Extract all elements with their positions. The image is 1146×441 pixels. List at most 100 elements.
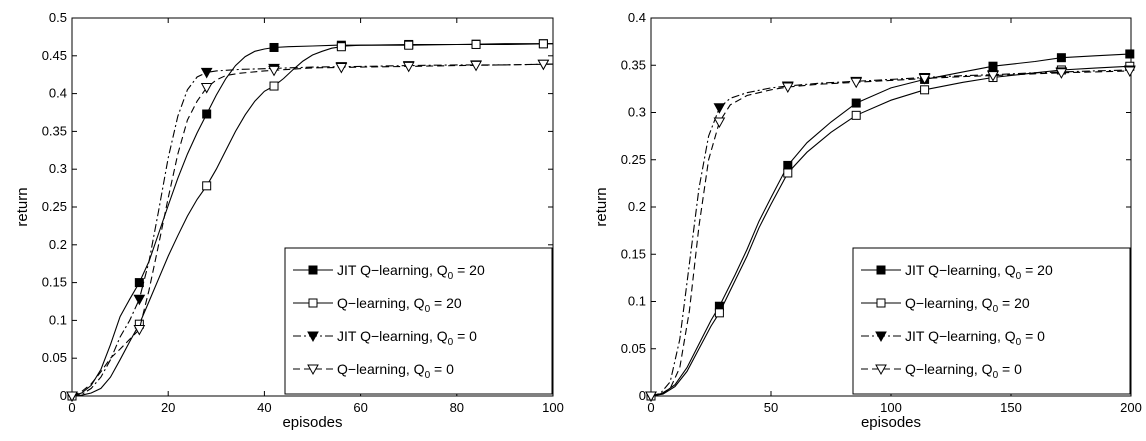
series-marker (783, 160, 793, 170)
y-tick-label: 0.15 (621, 246, 646, 261)
y-tick-label: 0 (639, 388, 646, 403)
y-tick-label: 0.1 (628, 294, 646, 309)
series-line (71, 63, 554, 397)
legend-box (852, 247, 1131, 395)
legend-label: JIT Q−learning, Q0 = 0 (905, 328, 1045, 348)
y-tick-label: 0.3 (49, 161, 67, 176)
legend-label: JIT Q−learning, Q0 = 0 (337, 328, 477, 348)
x-axis-label: episodes (282, 414, 342, 431)
legend-label: Q−learning, Q0 = 20 (905, 295, 1030, 315)
series-marker (988, 61, 998, 71)
series-marker (470, 60, 482, 72)
series-marker (918, 73, 931, 85)
legend-label: Q−learning, Q0 = 20 (337, 295, 462, 315)
y-axis-label: return (593, 187, 610, 226)
x-tick-label: 0 (68, 400, 75, 415)
series-line (650, 69, 1132, 397)
series-marker (202, 181, 212, 191)
series-marker (404, 40, 414, 50)
x-tick-label: 60 (353, 400, 367, 415)
legend-marker (307, 331, 319, 343)
series-marker (66, 391, 78, 403)
x-axis-label: episodes (861, 414, 921, 431)
series-marker (1123, 66, 1136, 77)
y-tick-label: 0.25 (621, 152, 646, 167)
chart-left: 0 20 40 60 80 100 0 0.05 0.1 0.15 0.2 0.25 0.3 0.35 0.… (14, 10, 564, 431)
series-marker (269, 42, 279, 52)
series-marker (335, 62, 348, 74)
legend: JIT Q−learning, Q0 = 20 Q−learning, Q0 = … (284, 247, 553, 395)
series-marker (1125, 49, 1135, 59)
series-1 (67, 39, 554, 401)
series-marker (713, 117, 726, 128)
y-tick-label: 0.35 (621, 57, 646, 72)
legend-marker (308, 265, 318, 275)
series-marker (850, 77, 863, 89)
series-marker (134, 278, 144, 288)
series-marker (851, 110, 861, 120)
y-tick-label: 0 (60, 388, 67, 403)
series-marker (471, 39, 481, 49)
legend-marker (307, 364, 319, 376)
series-marker (402, 61, 415, 73)
x-tick-label: 80 (450, 400, 464, 415)
legend-label: Q−learning, Q0 = 0 (337, 361, 454, 381)
x-tick-label: 20 (161, 400, 175, 415)
series-line (71, 63, 554, 397)
series-marker (920, 85, 930, 95)
series-marker (987, 71, 999, 82)
series-marker (1056, 53, 1066, 63)
series-marker (645, 391, 657, 403)
y-tick-label: 0.1 (49, 312, 67, 327)
y-tick-label: 0.15 (42, 275, 67, 290)
x-tick-label: 150 (1000, 400, 1022, 415)
y-tick-label: 0.05 (42, 350, 67, 365)
series-marker (713, 103, 726, 114)
series-marker (851, 98, 861, 108)
chart-right: 0 50 100 150 200 0 0.05 0.1 0.15 0.2 0.25 0.3 0.35 0.… (593, 10, 1142, 431)
y-tick-label: 0.3 (628, 105, 646, 120)
y-tick-label: 0.05 (621, 341, 646, 356)
y-tick-label: 0.4 (628, 10, 646, 25)
x-tick-label: 50 (764, 400, 778, 415)
series-marker (783, 168, 793, 178)
legend-marker (876, 298, 886, 308)
y-tick-label: 0.2 (49, 237, 67, 252)
series-marker (133, 294, 146, 306)
y-tick-label: 0.2 (628, 199, 646, 214)
y-axis-label: return (14, 187, 31, 226)
legend-label: JIT Q−learning, Q0 = 20 (905, 262, 1053, 282)
legend-label: JIT Q−learning, Q0 = 20 (337, 262, 485, 282)
series-marker (714, 308, 724, 318)
series-marker (133, 324, 146, 336)
x-tick-label: 0 (647, 400, 654, 415)
legend-marker (876, 265, 886, 275)
legend-marker (875, 331, 887, 343)
series-line (650, 70, 1132, 397)
legend-marker (875, 364, 887, 376)
series-marker (200, 83, 213, 94)
y-tick-label: 0.25 (42, 199, 67, 214)
series-marker (200, 67, 213, 79)
y-tick-label: 0.45 (42, 48, 67, 63)
series-marker (202, 109, 212, 119)
legend-box (284, 247, 553, 395)
series-marker (538, 39, 548, 49)
x-tick-label: 100 (542, 400, 564, 415)
y-tick-label: 0.35 (42, 123, 67, 138)
series-3 (645, 66, 1136, 403)
x-tick-label: 40 (257, 400, 271, 415)
x-tick-label: 200 (1120, 400, 1142, 415)
x-tick-label: 100 (880, 400, 902, 415)
legend: JIT Q−learning, Q0 = 20 Q−learning, Q0 = … (852, 247, 1131, 395)
series-3 (66, 59, 554, 403)
series-marker (781, 82, 794, 94)
series-marker (269, 81, 279, 91)
y-tick-label: 0.4 (49, 86, 67, 101)
y-tick-label: 0.5 (49, 10, 67, 25)
series-marker (1055, 68, 1068, 79)
series-marker (336, 42, 346, 52)
legend-label: Q−learning, Q0 = 0 (905, 361, 1022, 381)
legend-marker (308, 298, 318, 308)
